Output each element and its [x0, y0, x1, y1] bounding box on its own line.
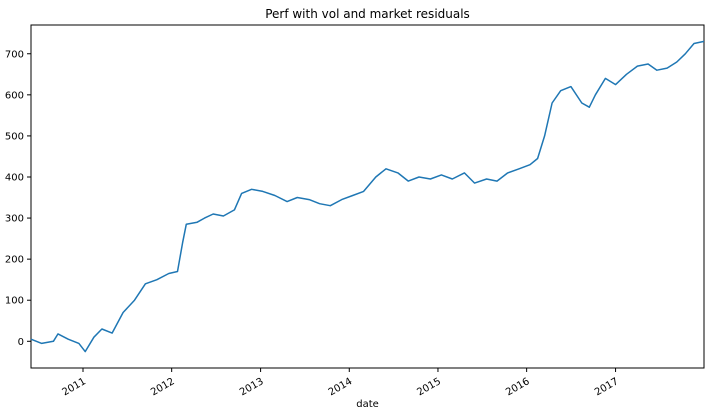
chart-title: Perf with vol and market residuals [265, 7, 470, 21]
y-tick-label: 700 [5, 49, 24, 60]
x-tick-label: 2011 [60, 376, 88, 398]
series-line [30, 40, 705, 353]
y-tick-label: 100 [5, 296, 24, 307]
x-tick-label: 2015 [415, 376, 443, 398]
x-tick-label: 2014 [327, 376, 355, 398]
y-tick-label: 200 [5, 255, 24, 266]
plot-area: 0 100 200 300 400 500 600 700 2011 2012 2013 2014 20… [5, 24, 705, 398]
y-tick-label: 500 [5, 131, 24, 142]
x-axis-label: date [356, 399, 379, 410]
plot-frame [30, 24, 705, 369]
x-tick-label: 2013 [238, 376, 266, 398]
x-tick-label: 2016 [504, 376, 532, 398]
y-tick-label: 300 [5, 214, 24, 225]
y-tick-label: 600 [5, 90, 24, 101]
x-tick-label: 2017 [593, 376, 621, 398]
y-tick-label: 400 [5, 172, 24, 183]
y-tick-label: 0 [18, 337, 24, 348]
x-tick-label: 2012 [149, 376, 177, 398]
